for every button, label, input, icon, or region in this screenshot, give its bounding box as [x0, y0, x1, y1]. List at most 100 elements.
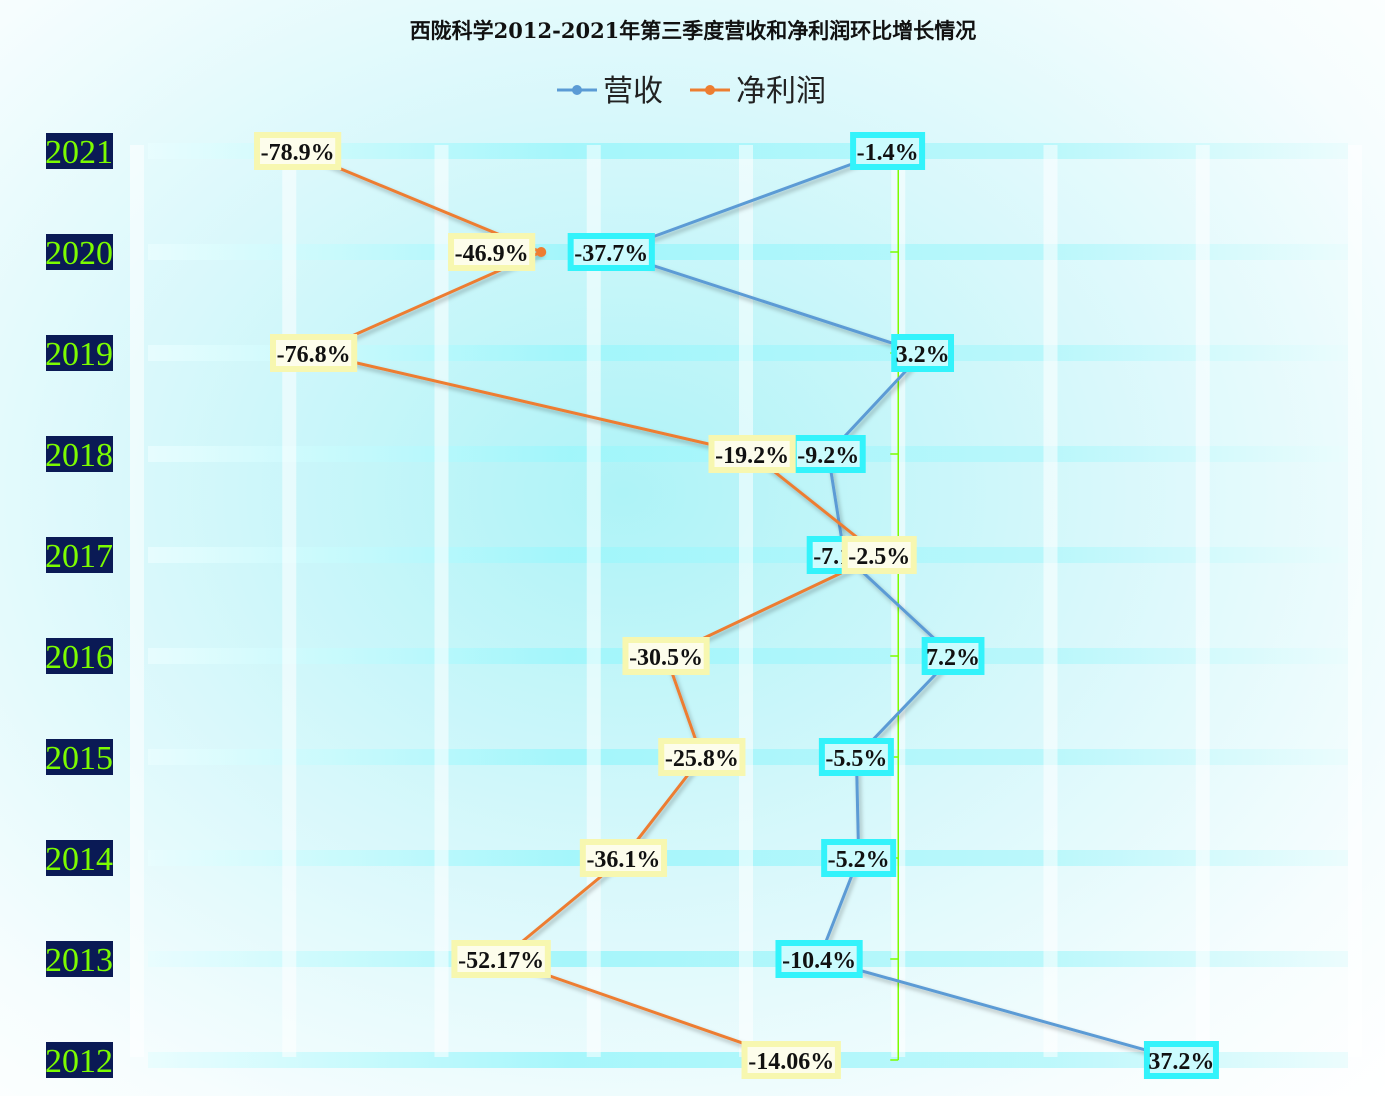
- data-label: -5.5%: [818, 738, 894, 776]
- data-label: 37.2%: [1143, 1041, 1219, 1079]
- y-tick-label-2016: 2016: [45, 638, 113, 676]
- data-label: -52.17%: [451, 940, 551, 978]
- y-tick-label-text: 2018: [45, 437, 113, 474]
- y-tick-label-2015: 2015: [45, 739, 113, 777]
- y-tick-label-bg: [46, 133, 113, 169]
- data-label-text: 7.2%: [926, 645, 980, 671]
- data-label-glow: [781, 946, 857, 972]
- data-label-text: -19.2%: [715, 443, 789, 469]
- data-label: -46.9%: [448, 233, 536, 271]
- y-tick-label-text: 2012: [45, 1043, 113, 1080]
- data-label-glow: [824, 744, 888, 770]
- data-label-text: -78.9%: [261, 140, 335, 166]
- y-tick-label-2018: 2018: [45, 436, 113, 474]
- vertical-gridline: [1348, 145, 1362, 1057]
- y-tick-label-text: 2014: [45, 841, 113, 878]
- y-tick-label-bg: [46, 537, 113, 573]
- y-tick-label-2014: 2014: [45, 840, 113, 878]
- vertical-gridline: [1043, 145, 1058, 1057]
- data-label-glow: [847, 542, 911, 568]
- y-tick-label-text: 2013: [45, 942, 113, 979]
- data-label-text: -76.8%: [277, 342, 351, 368]
- y-tick-label-2012: 2012: [45, 1042, 113, 1080]
- y-tick-label-bg: [46, 1042, 113, 1078]
- y-axis-labels: 2021 2020 2019 2018 2017 2016 2015 2014 2013 2012: [45, 133, 113, 1080]
- y-tick-label-bg: [46, 436, 113, 472]
- vertical-gridline: [586, 145, 601, 1057]
- y-tick-label-bg: [46, 941, 113, 977]
- legend-label-0: 营收: [603, 74, 663, 109]
- data-label-glow: [628, 643, 704, 669]
- data-label-text: -46.9%: [455, 241, 529, 267]
- data-label-text: -10.4%: [782, 948, 856, 974]
- y-tick-label-text: 2020: [45, 235, 113, 272]
- data-label: -19.2%: [708, 435, 796, 473]
- data-label-text: -30.5%: [629, 645, 703, 671]
- y-tick-label-bg: [46, 638, 113, 674]
- data-label: -10.4%: [775, 940, 863, 978]
- y-tick-label-2021: 2021: [45, 133, 113, 171]
- y-tick-label-text: 2017: [45, 538, 113, 575]
- series-line-0: [609, 149, 1182, 1062]
- y-tick-label-bg: [46, 739, 113, 775]
- data-label-glow: [897, 340, 949, 366]
- y-tick-label-text: 2019: [45, 336, 113, 373]
- data-label: -9.2%: [790, 435, 866, 473]
- data-label-glow: [714, 441, 790, 467]
- y-tick-label-2017: 2017: [45, 537, 113, 575]
- legend: 营收 净利润: [557, 74, 826, 109]
- y-tick-label-2013: 2013: [45, 941, 113, 979]
- data-label-text: -52.17%: [458, 948, 544, 974]
- data-label-text: -1.4%: [857, 140, 919, 166]
- data-label: -14.06%: [741, 1041, 841, 1079]
- y-tick-label-2019: 2019: [45, 335, 113, 373]
- data-label-text: 37.2%: [1148, 1049, 1214, 1075]
- data-label-text: -5.5%: [825, 746, 887, 772]
- y-tick-label-text: 2016: [45, 639, 113, 676]
- data-label: -5.2%: [821, 839, 897, 877]
- data-label: -2.5%: [841, 536, 917, 574]
- data-label-glow: [927, 643, 979, 669]
- data-label: -78.9%: [254, 132, 342, 170]
- data-label-text: -14.06%: [748, 1049, 834, 1075]
- data-label-glow: [457, 946, 545, 972]
- data-label-text: -9.2%: [797, 443, 859, 469]
- vertical-gridline: [1195, 145, 1210, 1057]
- vertical-gridline: [739, 145, 753, 1057]
- data-label: -37.7%: [567, 233, 655, 271]
- y-tick-label-bg: [46, 335, 113, 371]
- data-label-glow: [276, 340, 352, 366]
- data-label-glow: [573, 239, 649, 265]
- vertical-gridlines: [130, 145, 1362, 1057]
- data-label-text: -5.2%: [828, 847, 890, 873]
- data-label-glow: [454, 239, 530, 265]
- data-label-text: -37.7%: [574, 241, 648, 267]
- data-label-glow: [585, 845, 662, 871]
- data-label-glow: [664, 744, 740, 770]
- vertical-gridline: [282, 145, 297, 1057]
- y-tick-label-bg: [46, 234, 113, 270]
- data-label-glow: [260, 138, 336, 164]
- chart-title: 西陇科学2012-2021年第三季度营收和净利润环比增长情况: [410, 18, 977, 43]
- data-label-text: 3.2%: [896, 342, 950, 368]
- vertical-gridline: [130, 145, 144, 1057]
- data-label: 3.2%: [891, 334, 955, 372]
- legend-label-1: 净利润: [736, 74, 826, 109]
- data-label-glow: [827, 845, 891, 871]
- data-point: [536, 247, 547, 257]
- vertical-gridline: [434, 145, 449, 1057]
- data-label-glow: [796, 441, 860, 467]
- data-label: -76.8%: [270, 334, 358, 372]
- data-label-text: -25.8%: [665, 746, 739, 772]
- data-label: -36.1%: [579, 839, 668, 877]
- data-label-glow: [747, 1047, 835, 1073]
- series-line-1: [297, 149, 881, 1062]
- data-label: -25.8%: [658, 738, 746, 776]
- data-label-glow: [1149, 1047, 1213, 1073]
- y-tick-label-2020: 2020: [45, 234, 113, 272]
- data-label: -1.4%: [850, 132, 926, 170]
- y-tick-label-bg: [46, 840, 113, 876]
- data-labels: -1.4%-37.7%3.2%-9.2%-7.1%7.2%-5.5%-5.2%-…: [254, 132, 1219, 1079]
- data-label-glow: [856, 138, 920, 164]
